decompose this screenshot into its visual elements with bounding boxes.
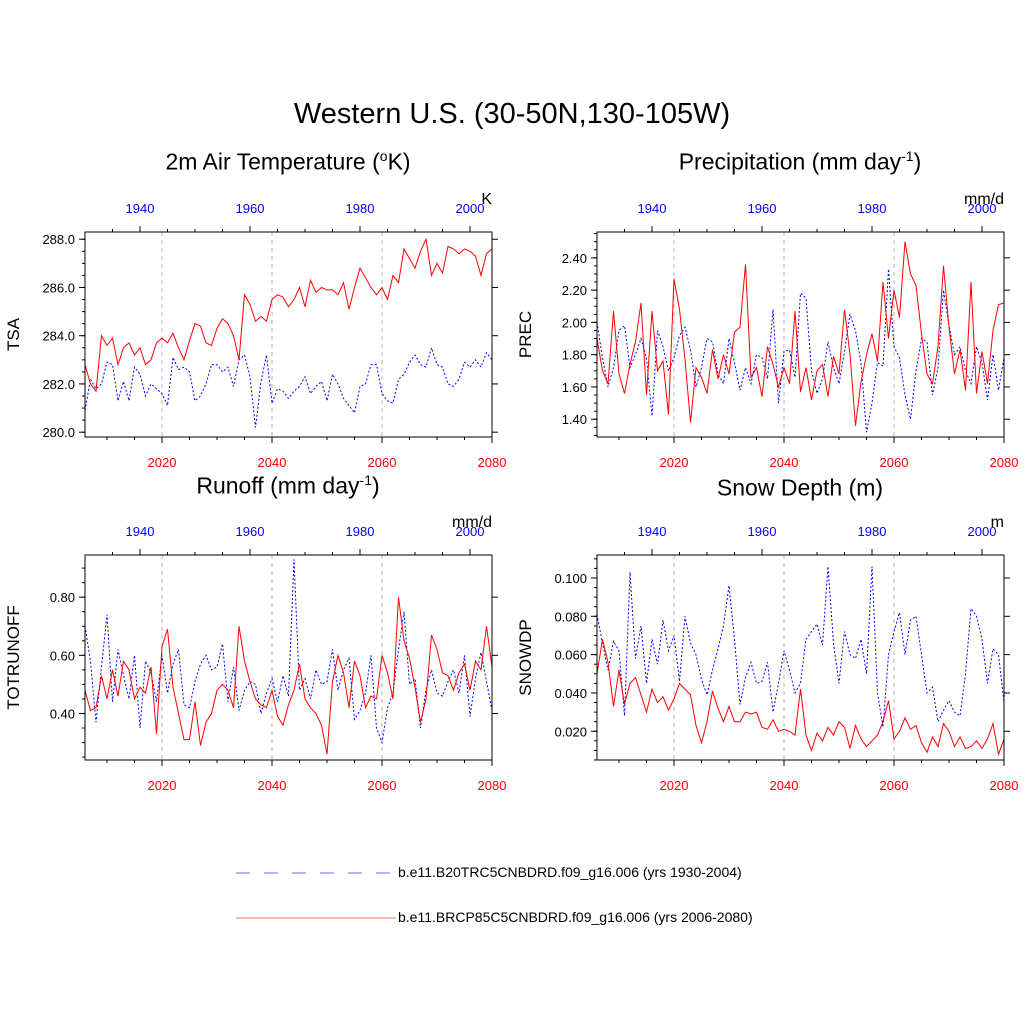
y-tick-label: 288.0 <box>42 232 75 247</box>
x-tick-label-bottom: 2060 <box>880 455 909 470</box>
series-line-future <box>596 639 1005 757</box>
x-tick-label-bottom: 2020 <box>660 455 689 470</box>
x-tick-label-bottom: 2020 <box>660 778 689 793</box>
x-tick-label-bottom: 2080 <box>990 778 1019 793</box>
x-tick-label-top: 1940 <box>126 524 155 539</box>
x-tick-label-top: 1980 <box>858 201 887 216</box>
panel-2 <box>79 549 498 766</box>
x-tick-label-bottom: 2060 <box>368 778 397 793</box>
legend-future-label: b.e11.BRCP85C5CNBDRD.f09_g16.006 (yrs 20… <box>398 909 753 925</box>
x-tick-label-bottom: 2040 <box>770 778 799 793</box>
x-tick-label-top: 1940 <box>638 201 667 216</box>
x-tick-label-top: 1940 <box>638 524 667 539</box>
panel-0 <box>79 226 498 443</box>
series-line-historical <box>596 566 1005 728</box>
legend-historical-label: b.e11.B20TRC5CNBDRD.f09_g16.006 (yrs 193… <box>398 864 742 880</box>
y-tick-label: 286.0 <box>42 280 75 295</box>
plot-frame <box>596 231 1005 438</box>
series-line-future <box>84 597 493 755</box>
y-tick-label: 1.60 <box>562 380 587 395</box>
main-title: Western U.S. (30-50N,130-105W) <box>293 98 731 130</box>
panel-title-tsa: 2m Air Temperature (oK) <box>165 148 411 175</box>
legend-historical-swatch <box>236 872 396 874</box>
x-tick-label-top: 1960 <box>236 524 265 539</box>
units-label: mm/d <box>964 191 1004 208</box>
y-axis-label: TSA <box>4 317 23 351</box>
x-tick-label-bottom: 2080 <box>478 778 507 793</box>
x-tick-label-bottom: 2040 <box>258 455 287 470</box>
x-tick-label-top: 2000 <box>968 524 997 539</box>
y-tick-label: 280.0 <box>42 425 75 440</box>
x-tick-label-top: 1960 <box>748 524 777 539</box>
x-tick-label-bottom: 2020 <box>148 778 177 793</box>
x-tick-label-bottom: 2060 <box>880 778 909 793</box>
y-tick-label: 282.0 <box>42 377 75 392</box>
units-label: K <box>481 191 492 208</box>
series-line-future <box>596 241 1005 426</box>
y-axis-label: TOTRUNOFF <box>4 605 23 710</box>
series-line-historical <box>596 269 1005 433</box>
x-tick-label-top: 2000 <box>456 201 485 216</box>
y-tick-label: 0.020 <box>554 724 587 739</box>
y-axis-label: SNOWDP <box>516 619 535 696</box>
y-tick-label: 2.20 <box>562 283 587 298</box>
x-tick-label-top: 1940 <box>126 201 155 216</box>
plot-frame <box>84 231 493 438</box>
y-axis-label: PREC <box>516 311 535 358</box>
x-tick-label-top: 2000 <box>456 524 485 539</box>
series-line-historical <box>84 346 493 428</box>
x-tick-label-bottom: 2040 <box>258 778 287 793</box>
x-tick-label-top: 1980 <box>858 524 887 539</box>
x-tick-label-top: 2000 <box>968 201 997 216</box>
y-tick-label: 1.40 <box>562 412 587 427</box>
x-tick-label-top: 1980 <box>346 524 375 539</box>
x-tick-label-bottom: 2020 <box>148 455 177 470</box>
x-tick-label-bottom: 2060 <box>368 455 397 470</box>
y-tick-label: 0.60 <box>50 648 75 663</box>
units-label: mm/d <box>452 514 492 531</box>
y-tick-label: 0.100 <box>554 571 587 586</box>
x-tick-label-top: 1960 <box>236 201 265 216</box>
panel-title-prec: Precipitation (mm day-1) <box>678 148 922 175</box>
y-tick-label: 284.0 <box>42 329 75 344</box>
x-tick-label-bottom: 2040 <box>770 455 799 470</box>
y-tick-label: 0.80 <box>50 590 75 605</box>
plot-frame <box>596 554 1005 761</box>
y-tick-label: 1.80 <box>562 348 587 363</box>
panel-title-snowdp: Snow Depth (m) <box>716 474 884 501</box>
x-tick-label-top: 1960 <box>748 201 777 216</box>
plot-frame <box>84 554 493 761</box>
panel-3 <box>591 549 1010 766</box>
y-tick-label: 2.40 <box>562 251 587 266</box>
x-tick-label-top: 1980 <box>346 201 375 216</box>
x-tick-label-bottom: 2080 <box>478 455 507 470</box>
y-tick-label: 2.00 <box>562 315 587 330</box>
panel-1 <box>591 226 1010 443</box>
units-label: m <box>991 514 1004 531</box>
y-tick-label: 0.40 <box>50 706 75 721</box>
panel-title-runoff: Runoff (mm day-1) <box>196 472 380 499</box>
y-tick-label: 0.060 <box>554 648 587 663</box>
series-line-historical <box>84 559 493 745</box>
legend-future-swatch <box>236 917 396 919</box>
x-tick-label-bottom: 2080 <box>990 455 1019 470</box>
series-line-future <box>84 237 493 393</box>
y-tick-label: 0.040 <box>554 686 587 701</box>
y-tick-label: 0.080 <box>554 609 587 624</box>
